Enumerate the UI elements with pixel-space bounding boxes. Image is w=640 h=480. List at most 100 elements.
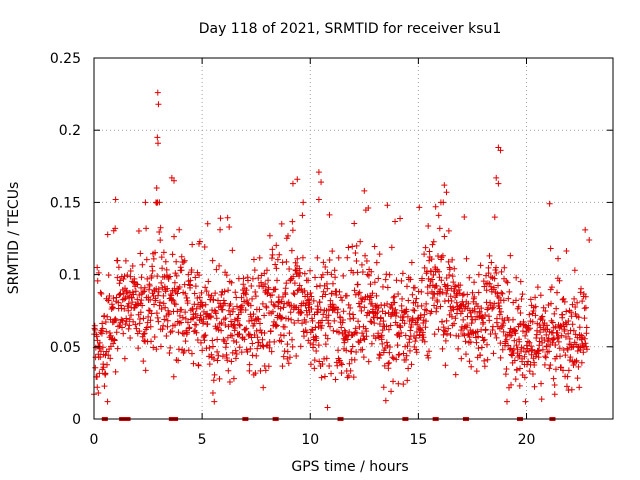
data-point xyxy=(220,336,227,343)
data-point xyxy=(513,297,520,304)
data-point xyxy=(154,134,161,141)
data-point xyxy=(445,227,452,234)
x-tick-label: 15 xyxy=(409,432,427,448)
data-point xyxy=(379,340,386,347)
data-point xyxy=(282,285,289,292)
data-point xyxy=(534,284,541,291)
data-point xyxy=(137,309,144,316)
data-point xyxy=(526,339,533,346)
data-point xyxy=(506,288,513,295)
data-point xyxy=(219,306,226,313)
data-point xyxy=(430,271,437,278)
data-point xyxy=(257,367,264,374)
data-point xyxy=(522,332,529,339)
data-point xyxy=(232,325,239,332)
data-point xyxy=(138,297,145,304)
data-point xyxy=(367,318,374,325)
data-point xyxy=(554,335,561,342)
data-point xyxy=(369,300,376,307)
data-point xyxy=(376,251,383,258)
data-point xyxy=(290,290,297,297)
data-point xyxy=(193,329,200,336)
data-point xyxy=(188,267,195,274)
data-point xyxy=(210,296,217,303)
data-point xyxy=(550,336,557,343)
data-point xyxy=(550,375,557,382)
data-point xyxy=(299,320,306,327)
data-point xyxy=(453,299,460,306)
data-point xyxy=(182,290,189,297)
data-point xyxy=(280,353,287,360)
data-point xyxy=(322,264,329,271)
data-point xyxy=(403,283,410,290)
data-point xyxy=(296,265,303,272)
data-point xyxy=(191,290,198,297)
data-point xyxy=(156,228,163,235)
data-point xyxy=(378,332,385,339)
data-point xyxy=(236,321,243,328)
data-point xyxy=(154,89,161,96)
data-point xyxy=(210,377,217,384)
data-point xyxy=(421,251,428,258)
data-point xyxy=(565,317,572,324)
data-point xyxy=(96,370,103,377)
data-point xyxy=(498,289,505,296)
data-point xyxy=(283,258,290,265)
data-point xyxy=(192,310,199,317)
data-point xyxy=(233,350,240,357)
data-point xyxy=(282,291,289,298)
data-point xyxy=(495,180,502,187)
data-point xyxy=(362,252,369,259)
data-point xyxy=(394,322,401,329)
data-point xyxy=(333,288,340,295)
data-point xyxy=(547,245,554,252)
data-point xyxy=(139,289,146,296)
data-point xyxy=(164,323,171,330)
data-point xyxy=(322,291,329,298)
data-point xyxy=(164,285,171,292)
data-point xyxy=(225,367,232,374)
data-point xyxy=(269,251,276,258)
data-point xyxy=(477,352,484,359)
data-point xyxy=(463,255,470,262)
data-point xyxy=(226,378,233,385)
data-point xyxy=(358,298,365,305)
data-point xyxy=(350,374,357,381)
data-point xyxy=(307,361,314,368)
data-point xyxy=(308,293,315,300)
y-axis-label: SRMTID / TECUs xyxy=(6,182,22,295)
data-point xyxy=(273,265,280,272)
data-point xyxy=(340,316,347,323)
data-point xyxy=(192,274,199,281)
data-point xyxy=(379,283,386,290)
data-point xyxy=(536,347,543,354)
data-point xyxy=(361,336,368,343)
data-point xyxy=(160,249,167,256)
data-point xyxy=(566,335,573,342)
data-point xyxy=(404,343,411,350)
data-point xyxy=(147,317,154,324)
data-point xyxy=(391,293,398,300)
data-point xyxy=(251,267,258,274)
data-point xyxy=(461,214,468,221)
data-point xyxy=(438,277,445,284)
data-point xyxy=(154,314,161,321)
data-point xyxy=(274,256,281,263)
data-point xyxy=(154,273,161,280)
data-point xyxy=(203,288,210,295)
data-point xyxy=(150,344,157,351)
data-point xyxy=(230,337,237,344)
data-point xyxy=(396,351,403,358)
data-point xyxy=(357,303,364,310)
data-point xyxy=(549,319,556,326)
data-point xyxy=(491,214,498,221)
data-point xyxy=(256,306,263,313)
data-point xyxy=(125,307,132,314)
data-point xyxy=(252,293,259,300)
data-point xyxy=(94,373,101,380)
data-point xyxy=(371,243,378,250)
data-point xyxy=(318,322,325,329)
data-point xyxy=(468,313,475,320)
data-point xyxy=(548,317,555,324)
data-point xyxy=(311,365,318,372)
